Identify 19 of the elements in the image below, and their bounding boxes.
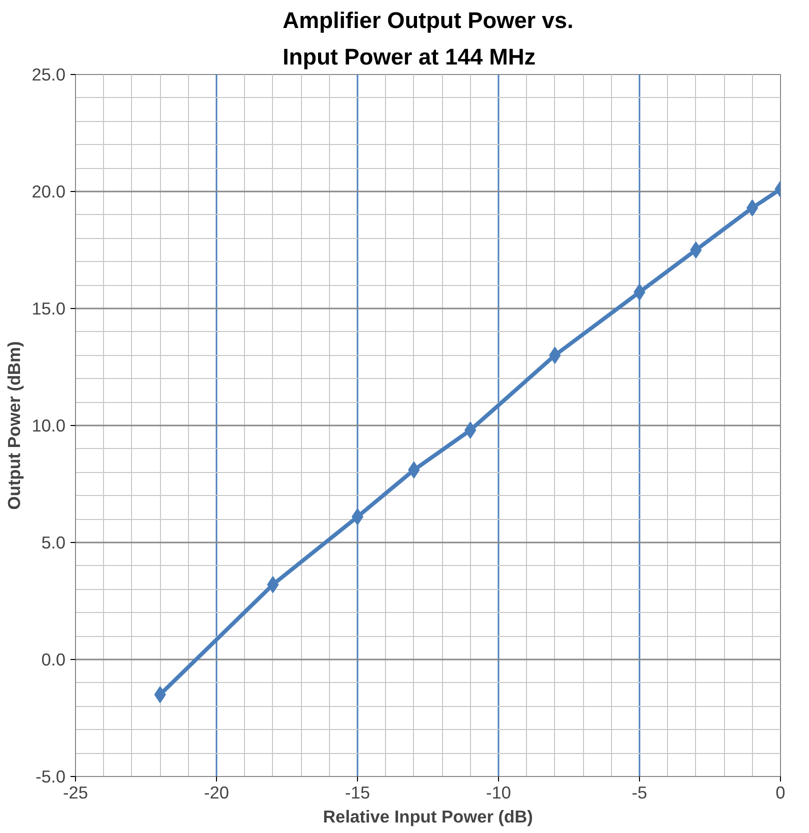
y-tick-label: 15.0 bbox=[32, 298, 66, 318]
x-axis-title: Relative Input Power (dB) bbox=[323, 806, 533, 826]
y-axis-title: Output Power (dBm) bbox=[4, 341, 24, 510]
y-tick-label: 20.0 bbox=[32, 182, 66, 202]
x-tick-label: -5 bbox=[632, 782, 648, 802]
y-tick-label: 0.0 bbox=[41, 650, 66, 670]
y-tick-label: 10.0 bbox=[32, 416, 66, 436]
x-tick-label: -15 bbox=[344, 782, 370, 802]
chart-title: Amplifier Output Power vs. Input Power at 144 MHz bbox=[282, 7, 574, 70]
x-tick-label: -20 bbox=[204, 782, 230, 802]
y-tick-label: -5.0 bbox=[36, 766, 66, 786]
x-tick-label: -25 bbox=[62, 782, 88, 802]
y-tick-label: 5.0 bbox=[41, 532, 66, 552]
point bbox=[690, 242, 702, 258]
y-tick-label: 25.0 bbox=[32, 64, 66, 84]
x-tick-label: -10 bbox=[486, 782, 512, 802]
point bbox=[464, 422, 476, 439]
x-tick-label: 0 bbox=[776, 782, 786, 802]
point bbox=[746, 199, 758, 216]
